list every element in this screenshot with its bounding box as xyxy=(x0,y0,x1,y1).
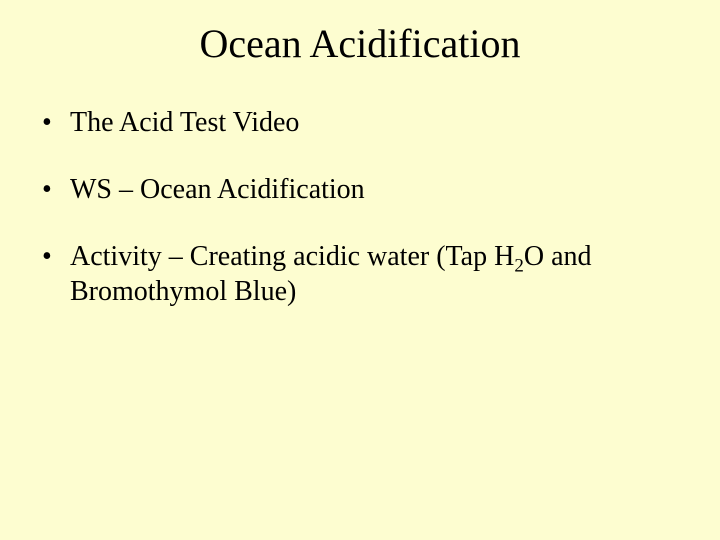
bullet-text-prefix: Activity – Creating acidic water (Tap H xyxy=(70,241,514,272)
subscript: 2 xyxy=(514,256,524,277)
bullet-item: The Acid Test Video xyxy=(40,105,680,140)
slide-content: The Acid Test Video WS – Ocean Acidifica… xyxy=(0,67,720,309)
bullet-item: Activity – Creating acidic water (Tap H2… xyxy=(40,239,680,309)
bullet-text: WS – Ocean Acidification xyxy=(70,174,365,205)
slide-title: Ocean Acidification xyxy=(0,0,720,67)
bullet-item: WS – Ocean Acidification xyxy=(40,172,680,207)
slide: Ocean Acidification The Acid Test Video … xyxy=(0,0,720,540)
bullet-text: The Acid Test Video xyxy=(70,107,299,138)
bullet-list: The Acid Test Video WS – Ocean Acidifica… xyxy=(40,105,680,309)
